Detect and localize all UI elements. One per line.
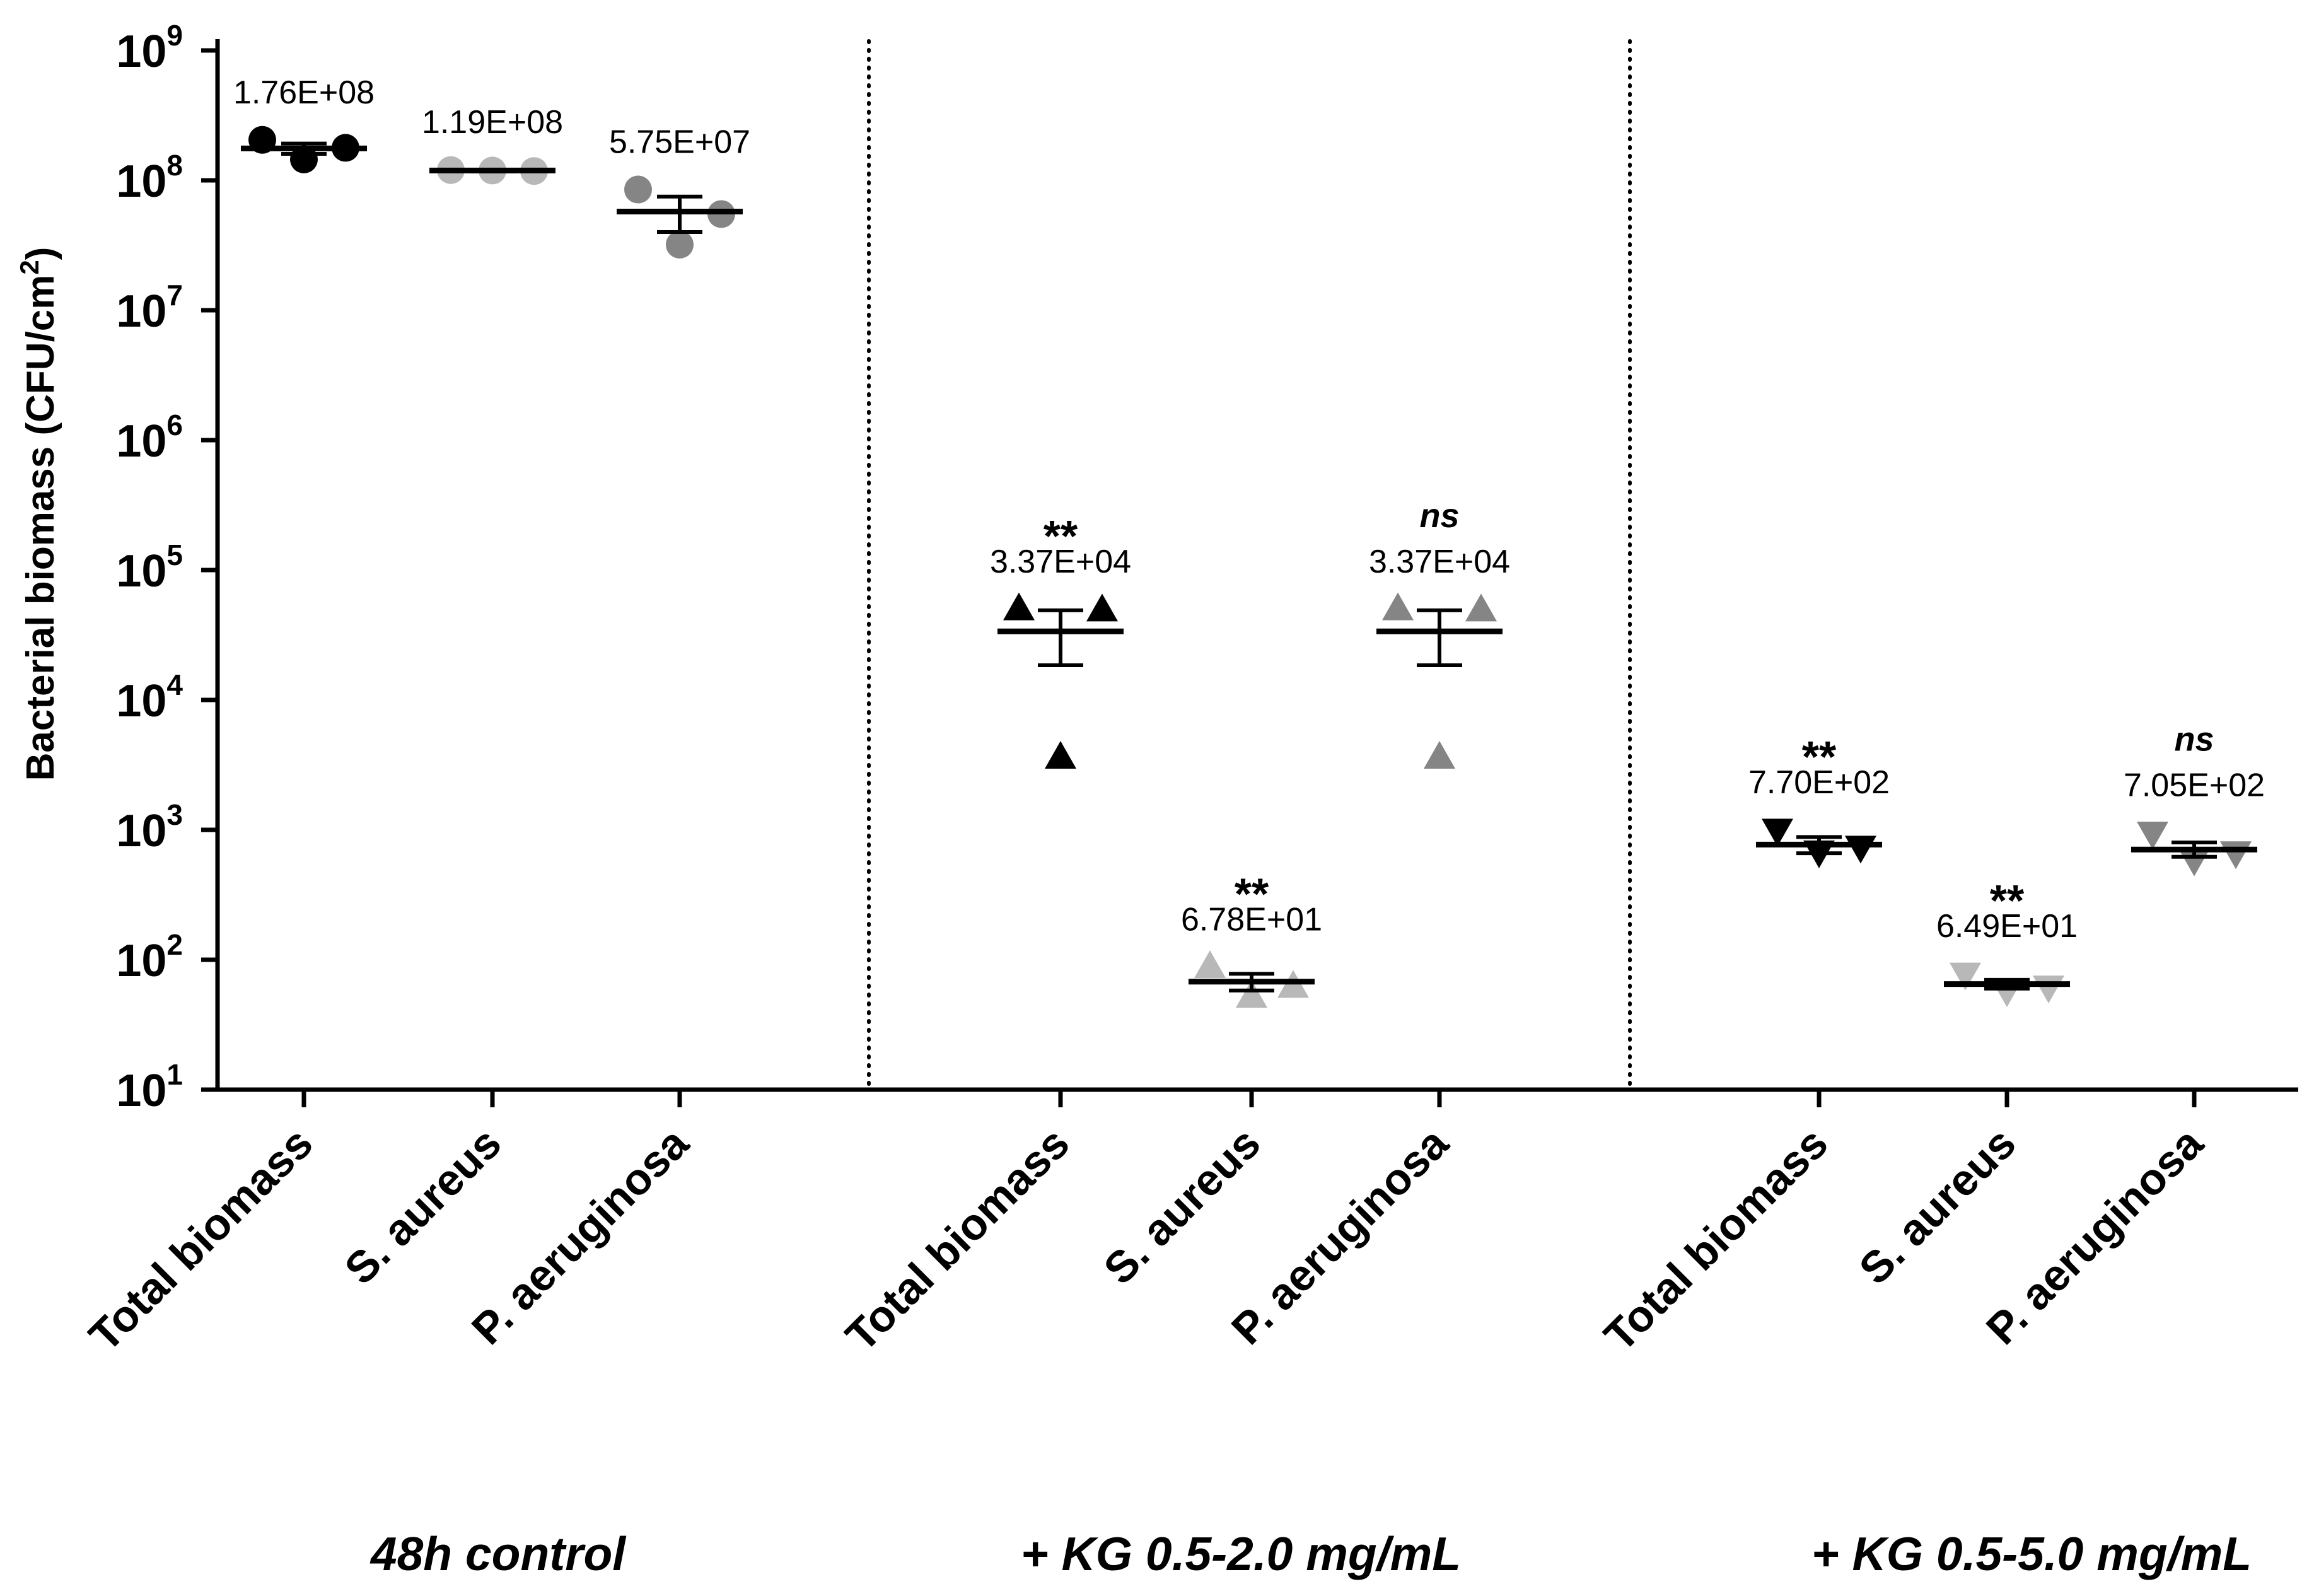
mean-value-label: 1.19E+08 bbox=[422, 104, 563, 141]
y-tick-label: 107 bbox=[116, 279, 183, 337]
category-series: 3.37E+04** bbox=[990, 511, 1131, 769]
significance-label: ** bbox=[1802, 732, 1837, 781]
y-axis-label-main: Bacterial biomass (CFU/cm bbox=[19, 275, 62, 781]
mean-value-label: 3.37E+04 bbox=[990, 544, 1131, 580]
data-point bbox=[624, 175, 652, 204]
significance-label: ** bbox=[1044, 511, 1078, 561]
y-tick-base: 10 bbox=[116, 936, 166, 986]
data-point bbox=[1194, 950, 1226, 979]
data-point bbox=[1236, 980, 1267, 1008]
y-tick-label: 108 bbox=[116, 149, 183, 207]
y-tick-base: 10 bbox=[116, 26, 166, 77]
axes bbox=[215, 39, 2298, 1107]
y-tick-base: 10 bbox=[116, 1066, 166, 1116]
y-tick-label: 103 bbox=[116, 798, 183, 856]
y-tick-base: 10 bbox=[116, 676, 166, 726]
y-tick-exponent: 2 bbox=[166, 928, 183, 961]
y-tick-exponent: 9 bbox=[166, 19, 183, 52]
y-tick-label: 104 bbox=[116, 668, 183, 726]
x-category-label: S. aureus bbox=[335, 1118, 511, 1293]
y-tick-base: 10 bbox=[116, 416, 166, 467]
data-point bbox=[1465, 593, 1497, 622]
significance-label: ns bbox=[1419, 497, 1459, 535]
y-tick-exponent: 1 bbox=[166, 1058, 183, 1091]
y-tick-base: 10 bbox=[116, 286, 166, 337]
y-tick-label: 106 bbox=[116, 409, 183, 467]
mean-value-label: 5.75E+07 bbox=[609, 124, 750, 161]
data-point bbox=[1003, 592, 1035, 620]
y-tick-exponent: 7 bbox=[166, 279, 183, 312]
x-category-label: S. aureus bbox=[1850, 1118, 2025, 1293]
data-point bbox=[666, 230, 694, 259]
group-label: 48h control bbox=[369, 1527, 627, 1580]
x-category-label: Total biomass bbox=[79, 1118, 322, 1360]
plot-area: 1.76E+081.19E+085.75E+073.37E+04**6.78E+… bbox=[233, 74, 2265, 1008]
y-tick-label: 102 bbox=[116, 928, 183, 986]
mean-value-label: 1.76E+08 bbox=[233, 74, 375, 111]
group-label: + KG 0.5-5.0 mg/mL bbox=[1811, 1527, 2252, 1580]
category-series: 1.19E+08 bbox=[422, 104, 563, 185]
y-axis-label-superscript: 2 bbox=[15, 260, 44, 274]
y-tick-exponent: 3 bbox=[166, 798, 183, 831]
y-tick-base: 10 bbox=[116, 546, 166, 597]
mean-value-label: 6.78E+01 bbox=[1181, 901, 1322, 938]
data-point bbox=[1950, 962, 1981, 991]
significance-label: ** bbox=[1990, 876, 2025, 925]
significance-label: ns bbox=[2174, 721, 2214, 759]
category-series: 1.76E+08 bbox=[233, 74, 375, 173]
data-point bbox=[1762, 818, 1793, 847]
data-point bbox=[2033, 976, 2064, 1004]
y-tick-exponent: 4 bbox=[166, 668, 183, 701]
mean-value-label: 6.49E+01 bbox=[1936, 908, 2078, 945]
y-axis-label-close: ) bbox=[19, 247, 62, 260]
category-series: 3.37E+04 ns bbox=[1369, 497, 1510, 769]
category-series: 7.05E+02 ns bbox=[2124, 721, 2265, 877]
group-labels: 48h control + KG 0.5-2.0 mg/mL + KG 0.5-5.… bbox=[369, 1527, 2252, 1580]
category-series: 6.78E+01** bbox=[1181, 869, 1322, 1008]
mean-value-label: 3.37E+04 bbox=[1369, 544, 1510, 580]
y-tick-exponent: 8 bbox=[166, 149, 183, 182]
data-point bbox=[1845, 836, 1876, 864]
data-point bbox=[2220, 841, 2252, 870]
x-category-label: S. aureus bbox=[1095, 1118, 1270, 1293]
category-series: 5.75E+07 bbox=[609, 124, 750, 259]
y-tick-label: 101 bbox=[116, 1058, 183, 1116]
group-label: + KG 0.5-2.0 mg/mL bbox=[1021, 1527, 1461, 1580]
significance-label: ** bbox=[1235, 869, 1269, 918]
category-series: 6.49E+01** bbox=[1936, 876, 2078, 1008]
mean-value-label: 7.05E+02 bbox=[2124, 767, 2265, 804]
category-series: 7.70E+02** bbox=[1748, 732, 1890, 868]
data-point bbox=[1045, 741, 1076, 769]
data-point bbox=[1382, 592, 1414, 620]
group-dividers bbox=[867, 39, 1632, 1092]
y-tick-exponent: 5 bbox=[166, 539, 183, 571]
y-tick-label: 109 bbox=[116, 19, 183, 77]
x-category-label: Total biomass bbox=[836, 1118, 1078, 1360]
y-axis-label: Bacterial biomass (CFU/cm2) bbox=[15, 247, 62, 781]
data-point bbox=[2137, 821, 2168, 849]
mean-value-label: 7.70E+02 bbox=[1748, 764, 1890, 801]
data-point bbox=[1424, 741, 1455, 769]
data-point bbox=[1086, 593, 1118, 622]
y-tick-label: 105 bbox=[116, 539, 183, 597]
y-tick-base: 10 bbox=[116, 806, 166, 856]
y-tick-exponent: 6 bbox=[166, 409, 183, 441]
x-category-label: Total biomass bbox=[1595, 1118, 1837, 1360]
y-tick-base: 10 bbox=[116, 156, 166, 207]
